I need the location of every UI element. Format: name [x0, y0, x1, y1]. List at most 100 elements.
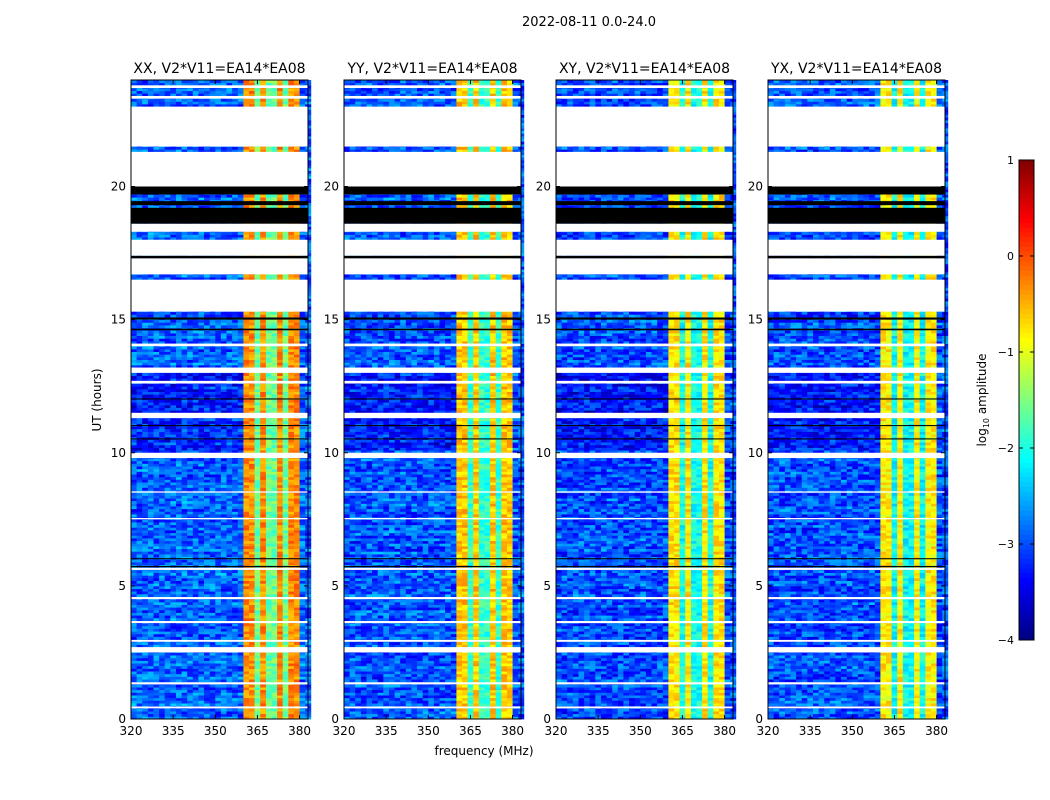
heatmap-cell: [165, 684, 171, 687]
heatmap-cell: [277, 432, 283, 435]
y-axis-label: UT (hours): [90, 368, 104, 431]
heatmap-cell: [221, 421, 227, 424]
heatmap-cell: [288, 698, 294, 701]
heatmap-cell: [249, 360, 255, 363]
heatmap-cell: [283, 432, 289, 435]
heatmap-cell: [221, 325, 227, 328]
heatmap-cell: [193, 527, 199, 530]
heatmap-cell: [300, 522, 306, 525]
heatmap-cell: [193, 599, 199, 602]
heatmap-cell: [227, 594, 233, 597]
heatmap-cell: [137, 543, 143, 546]
heatmap-cell: [215, 591, 221, 594]
heatmap-cell: [198, 700, 204, 703]
heatmap-cell: [221, 700, 227, 703]
heatmap-cell: [221, 314, 227, 317]
heatmap-cell: [260, 458, 266, 461]
heatmap-cell: [193, 402, 199, 405]
heatmap-cell: [238, 586, 244, 589]
heatmap-cell: [238, 506, 244, 509]
heatmap-cell: [300, 458, 306, 461]
heatmap-cell: [249, 663, 255, 666]
heatmap-cell: [148, 378, 154, 381]
heatmap-cell: [227, 538, 233, 541]
heatmap-cell: [221, 402, 227, 405]
heatmap-cell: [142, 676, 148, 679]
heatmap-cell: [215, 442, 221, 445]
heatmap-cell: [221, 535, 227, 538]
heatmap-cell: [176, 679, 182, 682]
heatmap-cell: [187, 573, 193, 576]
heatmap-cell: [215, 330, 221, 333]
heatmap-cell: [272, 527, 278, 530]
heatmap-cell: [198, 479, 204, 482]
heatmap-cell: [294, 602, 300, 605]
heatmap-cell: [288, 458, 294, 461]
heatmap-cell: [137, 551, 143, 554]
heatmap-cell: [277, 338, 283, 341]
heatmap-cell: [260, 551, 266, 554]
heatmap-cell: [238, 591, 244, 594]
heatmap-cell: [159, 708, 165, 711]
heatmap-cell: [300, 479, 306, 482]
heatmap-cell: [266, 527, 272, 530]
heatmap-cell: [288, 487, 294, 490]
heatmap-cell: [238, 394, 244, 397]
heatmap-cell: [288, 549, 294, 552]
heatmap-cell: [148, 671, 154, 674]
heatmap-cell: [243, 671, 249, 674]
heatmap-cell: [221, 450, 227, 453]
heatmap-cell: [255, 450, 261, 453]
heatmap-cell: [154, 424, 160, 427]
heatmap-cell: [232, 626, 238, 629]
heatmap-cell: [288, 591, 294, 594]
heatmap-cell: [142, 389, 148, 392]
heatmap-cell: [238, 325, 244, 328]
heatmap-cell: [210, 599, 216, 602]
heatmap-cell: [232, 330, 238, 333]
heatmap-cell: [137, 450, 143, 453]
heatmap-cell: [193, 485, 199, 488]
heatmap-cell: [249, 629, 255, 632]
heatmap-cell: [187, 527, 193, 530]
heatmap-cell: [221, 692, 227, 695]
heatmap-cell: [204, 615, 210, 618]
heatmap-cell: [266, 594, 272, 597]
heatmap-cell: [249, 634, 255, 637]
heatmap-cell: [288, 692, 294, 695]
heatmap-cell: [249, 463, 255, 466]
heatmap-cell: [137, 591, 143, 594]
heatmap-cell: [232, 450, 238, 453]
heatmap-cell: [137, 655, 143, 658]
heatmap-cell: [227, 400, 233, 403]
heatmap-cell: [227, 700, 233, 703]
heatmap-cell: [215, 479, 221, 482]
heatmap-cell: [232, 522, 238, 525]
heatmap-cell: [193, 336, 199, 339]
heatmap-cell: [277, 330, 283, 333]
heatmap-cell: [210, 463, 216, 466]
heatmap-cell: [300, 386, 306, 389]
heatmap-cell: [131, 570, 137, 573]
heatmap-cell: [182, 424, 188, 427]
heatmap-cell: [272, 421, 278, 424]
heatmap-cell: [272, 445, 278, 448]
heatmap-cell: [170, 708, 176, 711]
heatmap-cell: [154, 463, 160, 466]
heatmap-cell: [277, 642, 283, 645]
heatmap-cell: [294, 676, 300, 679]
heatmap-cell: [154, 684, 160, 687]
heatmap-cell: [159, 357, 165, 360]
heatmap-cell: [165, 530, 171, 533]
heatmap-cell: [266, 535, 272, 538]
heatmap-cell: [193, 559, 199, 562]
heatmap-cell: [221, 573, 227, 576]
heatmap-cell: [165, 314, 171, 317]
heatmap-cell: [266, 485, 272, 488]
heatmap-cell: [260, 325, 266, 328]
heatmap-cell: [260, 389, 266, 392]
heatmap-cell: [277, 429, 283, 432]
heatmap-cell: [255, 471, 261, 474]
heatmap-cell: [294, 458, 300, 461]
heatmap-cell: [210, 429, 216, 432]
